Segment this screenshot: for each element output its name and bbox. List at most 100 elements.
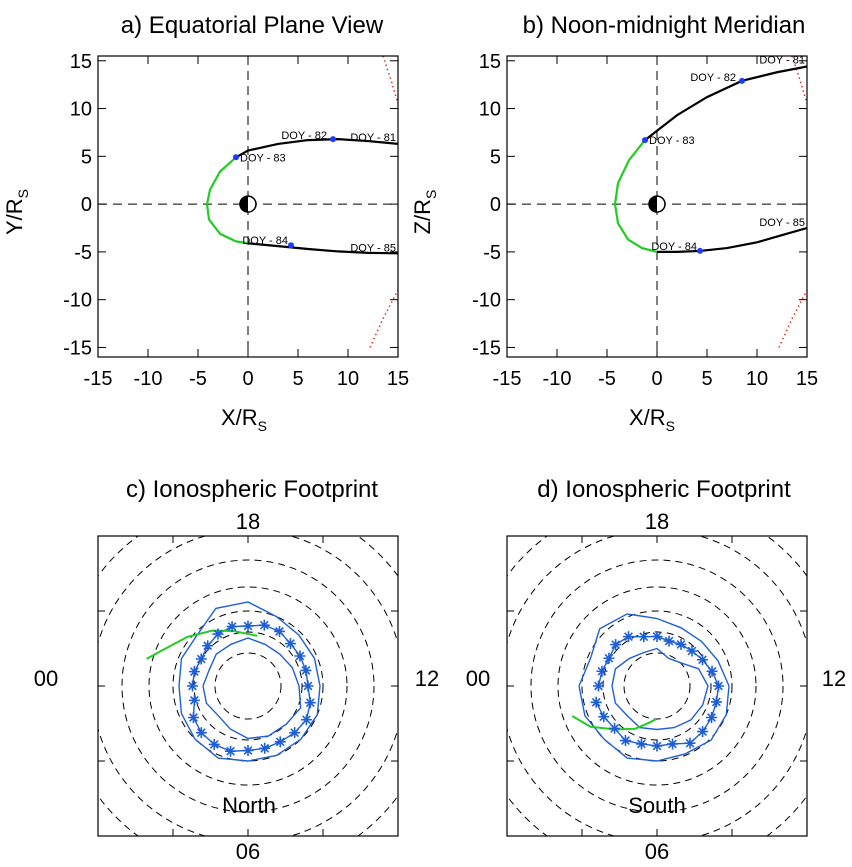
panel-d-plot-area [506,535,808,837]
pa-ytick-label-2: 5 [81,146,92,168]
pa-doy-marker-2 [233,154,239,161]
pa-ytick-label-3: 0 [81,194,92,216]
pc-star-marker-15 [274,625,285,637]
pb-xtick-label-4: 5 [701,368,712,390]
pb-ytick-label-1: 10 [479,99,501,121]
pd-star-marker-13 [696,654,708,666]
pa-xtick-label-4: 5 [292,368,303,390]
pc-star-marker-10 [304,697,316,709]
panel-b-ylabel-main: Z/R [410,199,435,234]
panel-b-plot-area: DOY - 81 DOY - 82 DOY - 83 DOY - 84 DOY - 85… [472,51,818,390]
pb-ytick-label-0: 15 [479,51,501,73]
pd-star-marker-20 [610,639,622,651]
panel-c-clock-18: 18 [236,509,260,534]
pd-spacecraft-footprint-track [571,715,657,731]
panel-b-xlabel-sub: S [666,418,675,434]
pb-planet-nightside [649,196,657,213]
pd-inner-boundary [611,647,709,731]
pd-star-marker-3 [620,735,631,747]
pb-trajectory-outbound [657,226,807,253]
pd-star-marker-16 [663,635,675,647]
pb-ytick-label-5: -10 [472,290,501,312]
pa-xtick-label-5: 10 [337,368,359,390]
pd-star-marker-2 [609,722,621,734]
pa-xtick-label-1: -10 [134,368,163,390]
panel-d-hemisphere-label: South [628,793,686,818]
pc-star-marker-22 [188,666,200,678]
pd-latitude-ring-0 [623,652,691,720]
pd-star-marker-23 [593,680,604,692]
pb-xtick-label-5: 10 [746,368,768,390]
pa-magnetopause-lower [369,289,398,348]
panel-b-ylabel: Z/RS [410,190,439,235]
pd-star-marker-8 [697,726,709,738]
pc-star-marker-21 [195,653,207,665]
pb-doy-label-2: DOY - 83 [649,135,695,147]
pb-doy-marker-3 [697,247,703,254]
pd-frame [506,535,808,837]
pc-star-marker-7 [274,736,286,748]
pa-xtick-label-0: -15 [84,368,113,390]
pc-star-marker-17 [242,620,254,632]
panel-b-xlabel: X/RS [629,405,675,434]
pb-xtick-label-2: -5 [598,368,616,390]
pb-ytick-label-4: -5 [483,242,501,264]
pd-star-marker-1 [598,711,610,723]
pa-xtick-label-6: 15 [387,368,409,390]
pd-star-marker-5 [651,740,663,752]
pd-star-marker-7 [684,737,696,749]
pa-doy-label-2: DOY - 83 [240,152,286,164]
pa-doy-label-1: DOY - 82 [281,130,327,142]
panel-d-clock-00: 00 [466,666,490,691]
pa-trajectory-inbound [235,138,398,159]
pb-trajectory-periapsis [613,139,658,253]
pc-star-marker-11 [302,680,314,692]
pb-doy-marker-1 [739,77,745,84]
pb-xtick-label-1: -10 [543,368,572,390]
pc-star-marker-0 [188,694,200,706]
panel-a-ylabel: Y/RS [2,189,31,235]
panel-b-title: b) Noon-midnight Meridian [523,12,806,39]
pa-doy-label-4: DOY - 85 [350,242,396,254]
pd-star-marker-19 [623,631,634,643]
pd-star-marker-22 [596,665,608,677]
pb-xtick-label-3: 0 [651,368,662,390]
panel-c-clock-12: 12 [415,666,439,691]
panel-a-ylabel-sub: S [15,189,31,198]
panel-d-clock-06: 06 [645,839,669,864]
pa-doy-marker-1 [330,136,336,143]
pa-doy-label-3: DOY - 84 [242,235,288,247]
pc-latitude-ring-0 [214,652,282,720]
panel-a-ylabel-main: Y/R [2,198,27,235]
pb-doy-label-4: DOY - 85 [759,217,805,229]
panel-b-ylabel-sub: S [423,190,439,199]
pc-star-marker-5 [242,745,254,756]
pc-outer-boundary [178,601,321,762]
pa-magnetopause-upper [382,56,398,104]
pc-star-marker-23 [187,680,198,692]
pc-star-marker-14 [284,638,296,650]
pc-star-marker-13 [294,650,306,662]
panel-c-title: c) Ionospheric Footprint [126,476,378,503]
panel-d-clock-12: 12 [822,666,846,691]
pd-star-marker-15 [675,638,687,650]
pc-star-marker-2 [195,727,207,739]
pd-star-marker-9 [706,712,718,723]
panel-a-title: a) Equatorial Plane View [121,12,384,39]
pa-xtick-label-3: 0 [242,368,253,390]
pb-ytick-label-3: 0 [490,194,501,216]
pc-star-marker-8 [289,727,301,739]
pd-star-marker-14 [686,645,698,657]
pd-star-marker-17 [651,631,663,642]
panel-a-xlabel: X/RS [221,405,267,434]
pd-star-marker-6 [667,738,679,750]
pc-star-marker-6 [259,742,271,754]
pa-xtick-label-2: -5 [189,368,207,390]
pc-star-marker-16 [258,619,270,631]
panel-d-title: d) Ionospheric Footprint [537,476,791,503]
pb-doy-label-1: DOY - 82 [690,72,736,84]
panel-c: c) Ionospheric Footprint 18 06 00 12 Nor… [34,476,439,864]
pb-magnetopause-upper [791,56,807,104]
